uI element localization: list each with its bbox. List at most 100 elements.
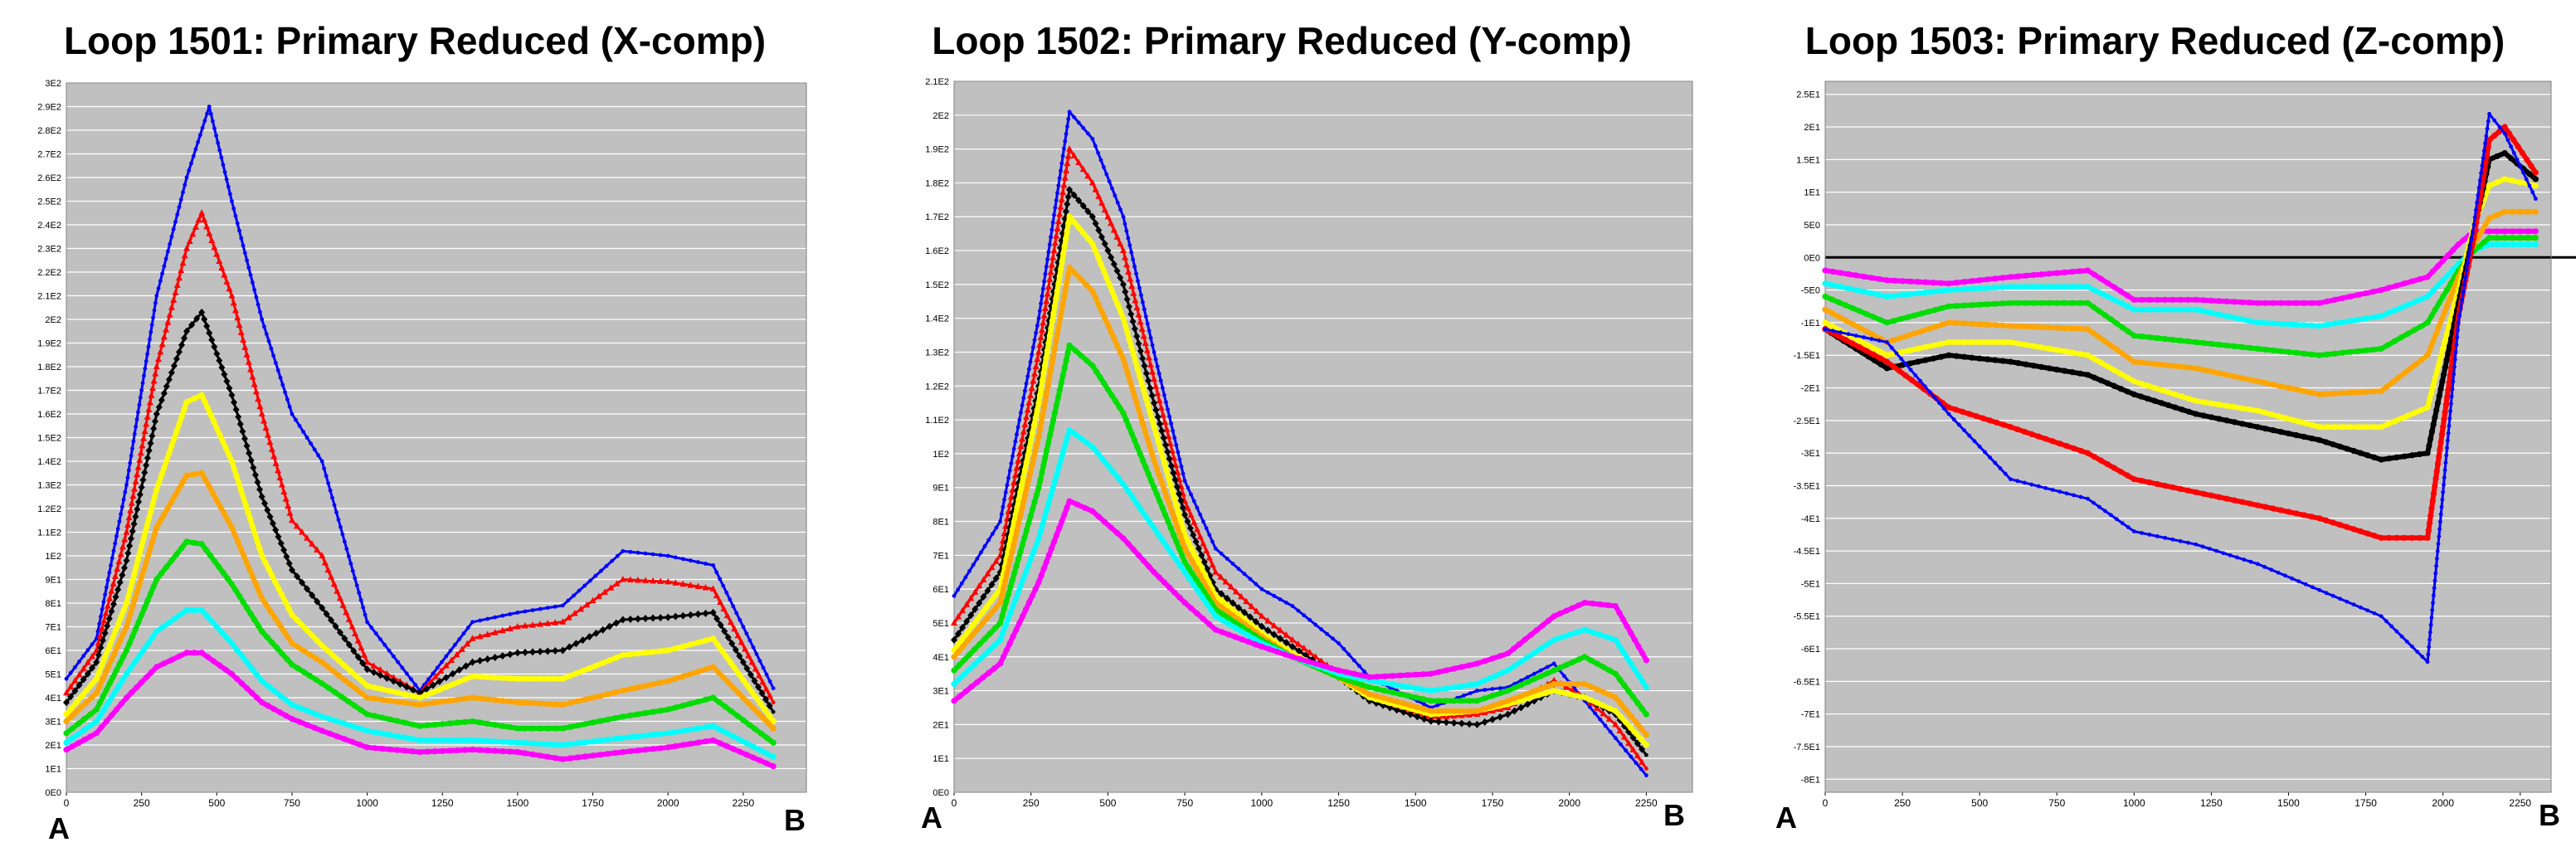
data-point-point bbox=[2165, 402, 2172, 409]
data-point-point bbox=[485, 747, 491, 754]
data-point-point bbox=[1176, 530, 1183, 538]
data-point-point bbox=[2439, 378, 2446, 385]
data-point-point bbox=[126, 640, 133, 647]
data-point-point bbox=[2449, 288, 2457, 295]
data-point-triangle bbox=[119, 543, 126, 550]
data-point-diamond bbox=[599, 626, 606, 634]
data-point-point bbox=[1473, 680, 1481, 688]
data-point-diamond bbox=[1084, 207, 1092, 216]
data-point-point bbox=[319, 680, 325, 687]
y-tick-label: 1E1 bbox=[45, 765, 61, 775]
data-point-point bbox=[650, 746, 656, 752]
data-point-triangle bbox=[1108, 219, 1115, 226]
data-point-point bbox=[1080, 230, 1087, 236]
data-point-point bbox=[1918, 310, 1925, 317]
data-point-point bbox=[2481, 239, 2487, 246]
data-point-point bbox=[73, 699, 80, 706]
data-point-dot bbox=[200, 125, 205, 130]
data-point-point bbox=[319, 659, 325, 665]
data-point-point bbox=[1157, 498, 1163, 504]
data-point-point bbox=[745, 699, 752, 706]
data-point-point bbox=[1252, 641, 1259, 648]
data-point-triangle bbox=[963, 601, 971, 607]
data-point-point bbox=[2139, 306, 2145, 313]
data-point-point bbox=[702, 696, 709, 703]
data-point-point bbox=[336, 672, 343, 679]
data-point-point bbox=[1849, 340, 1856, 347]
data-point-triangle bbox=[1264, 617, 1272, 624]
data-point-dot bbox=[986, 538, 991, 543]
data-point-dot bbox=[324, 474, 329, 479]
data-point-point bbox=[1976, 285, 1983, 292]
data-point-triangle bbox=[432, 673, 440, 679]
data-point-point bbox=[997, 660, 1004, 667]
data-point-point bbox=[2200, 367, 2207, 373]
x-tick-label: 2250 bbox=[1635, 797, 1658, 809]
data-point-point bbox=[228, 524, 236, 531]
data-point-point bbox=[240, 598, 246, 606]
data-point-point bbox=[1185, 538, 1191, 545]
data-point-dot bbox=[1342, 646, 1346, 651]
data-point-triangle bbox=[766, 692, 773, 699]
data-point-point bbox=[289, 701, 295, 708]
data-point-triangle bbox=[1084, 172, 1092, 179]
data-point-dot bbox=[177, 205, 182, 210]
data-point-point bbox=[1040, 566, 1047, 572]
data-point-point bbox=[1389, 689, 1396, 696]
data-point-triangle bbox=[1154, 389, 1161, 397]
data-point-diamond bbox=[1133, 332, 1141, 340]
data-point-point bbox=[1072, 270, 1079, 277]
data-point-point bbox=[492, 697, 499, 704]
data-point-point bbox=[1058, 455, 1064, 462]
data-point-point bbox=[2293, 386, 2300, 393]
data-point-dot bbox=[1927, 389, 1932, 394]
data-point-point bbox=[1597, 631, 1604, 638]
data-point-triangle bbox=[1227, 582, 1234, 590]
data-point-point bbox=[2378, 286, 2384, 294]
data-point-diamond bbox=[1190, 531, 1197, 539]
y-comp-chart: 0E01E12E13E14E15E16E17E18E19E11E21.1E21.… bbox=[925, 77, 1693, 809]
data-point-point bbox=[424, 737, 431, 743]
data-point-dot bbox=[1176, 450, 1181, 455]
data-point-dot bbox=[604, 563, 609, 568]
data-point-triangle bbox=[223, 278, 231, 285]
data-point-dot bbox=[2456, 328, 2460, 333]
data-point-point bbox=[1064, 221, 1072, 227]
data-point-point bbox=[330, 668, 337, 674]
data-point-triangle bbox=[1020, 428, 1027, 435]
data-point-dot bbox=[1593, 711, 1597, 716]
data-point-dot bbox=[1060, 153, 1065, 158]
data-point-dot bbox=[1219, 551, 1224, 556]
data-point-dot bbox=[287, 404, 292, 409]
data-point-point bbox=[770, 763, 777, 770]
data-point-point bbox=[282, 598, 289, 606]
data-point-diamond bbox=[1173, 483, 1181, 491]
data-point-point bbox=[424, 748, 431, 755]
data-point-dot bbox=[2282, 573, 2287, 578]
data-point-point bbox=[2111, 296, 2118, 303]
data-point-point bbox=[2436, 324, 2442, 330]
data-point-diamond bbox=[1283, 639, 1290, 647]
data-point-point bbox=[567, 741, 573, 747]
data-point-point bbox=[153, 486, 160, 493]
data-point-point bbox=[1822, 267, 1829, 274]
data-point-point bbox=[2107, 316, 2115, 323]
data-point-dot bbox=[1956, 422, 1961, 427]
data-point-diamond bbox=[208, 336, 216, 344]
data-point-point bbox=[1040, 520, 1046, 528]
data-point-diamond bbox=[123, 557, 130, 565]
data-point-point bbox=[1938, 287, 1945, 295]
data-point-point bbox=[1089, 363, 1096, 369]
data-point-dot bbox=[266, 338, 271, 343]
data-point-diamond bbox=[449, 669, 456, 678]
data-point-point bbox=[650, 681, 656, 688]
data-point-point bbox=[256, 588, 262, 595]
data-point-triangle bbox=[293, 522, 300, 529]
data-point-point bbox=[983, 616, 990, 622]
data-point-point bbox=[2401, 534, 2408, 541]
data-point-dot bbox=[1475, 689, 1479, 693]
data-point-point bbox=[2223, 313, 2230, 319]
data-point-point bbox=[986, 630, 993, 637]
data-point-point bbox=[128, 609, 134, 616]
data-point-diamond bbox=[537, 647, 544, 655]
